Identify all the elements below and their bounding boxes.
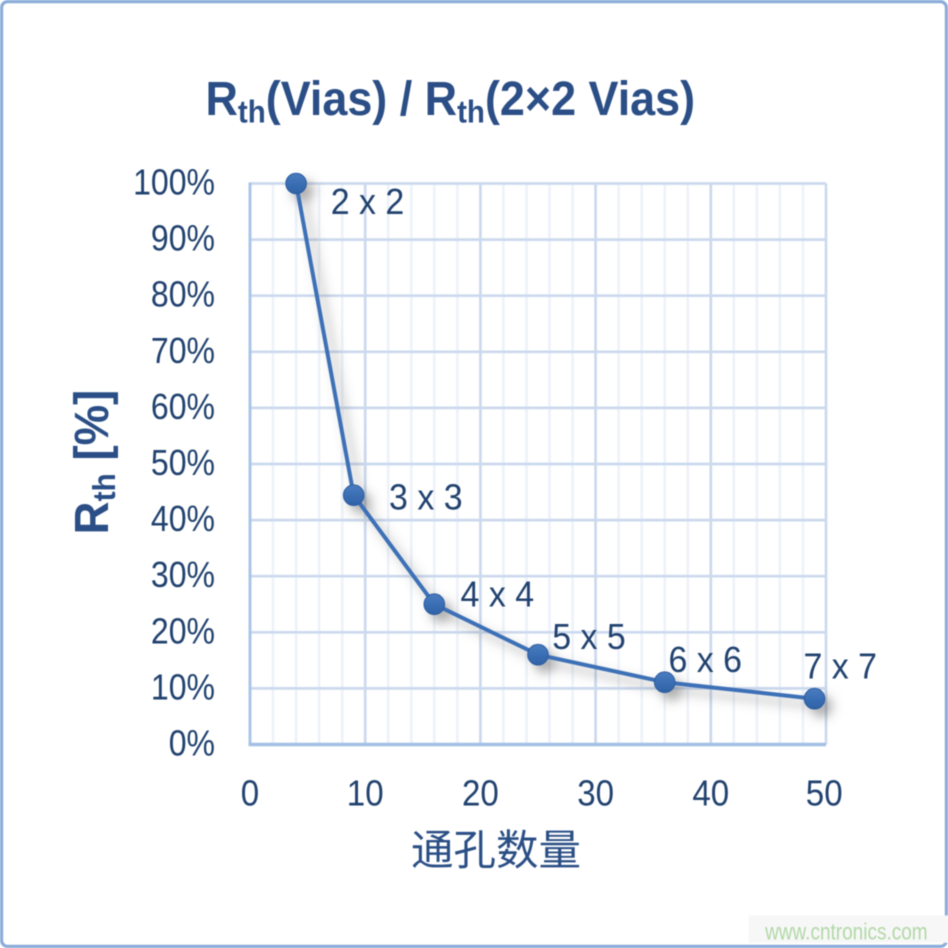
svg-text:30: 30 (577, 773, 614, 814)
svg-text:20: 20 (462, 773, 499, 814)
svg-text:0%: 0% (169, 723, 215, 764)
svg-text:5 x 5: 5 x 5 (552, 616, 626, 657)
svg-text:70%: 70% (151, 330, 215, 371)
svg-text:www.cntronics.com: www.cntronics.com (764, 919, 927, 945)
svg-text:Rth(Vias) / Rth(2×2 Vias): Rth(Vias) / Rth(2×2 Vias) (206, 72, 696, 130)
svg-text:100%: 100% (133, 162, 215, 203)
svg-text:30%: 30% (151, 554, 215, 595)
svg-text:2 x 2: 2 x 2 (331, 181, 405, 222)
svg-text:90%: 90% (151, 218, 215, 259)
svg-text:50: 50 (806, 773, 843, 814)
svg-text:10: 10 (347, 773, 384, 814)
svg-text:7 x 7: 7 x 7 (803, 646, 877, 687)
svg-text:40%: 40% (151, 498, 215, 539)
svg-text:Rth [%]: Rth [%] (65, 390, 123, 535)
svg-text:20%: 20% (151, 610, 215, 651)
svg-text:80%: 80% (151, 274, 215, 315)
svg-text:40: 40 (692, 773, 729, 814)
svg-text:10%: 10% (151, 666, 215, 707)
svg-text:50%: 50% (151, 442, 215, 483)
svg-text:3 x 3: 3 x 3 (389, 477, 463, 518)
svg-text:0: 0 (241, 773, 259, 814)
svg-text:60%: 60% (151, 386, 215, 427)
svg-text:6 x 6: 6 x 6 (668, 639, 742, 680)
svg-text:4 x 4: 4 x 4 (461, 574, 535, 615)
